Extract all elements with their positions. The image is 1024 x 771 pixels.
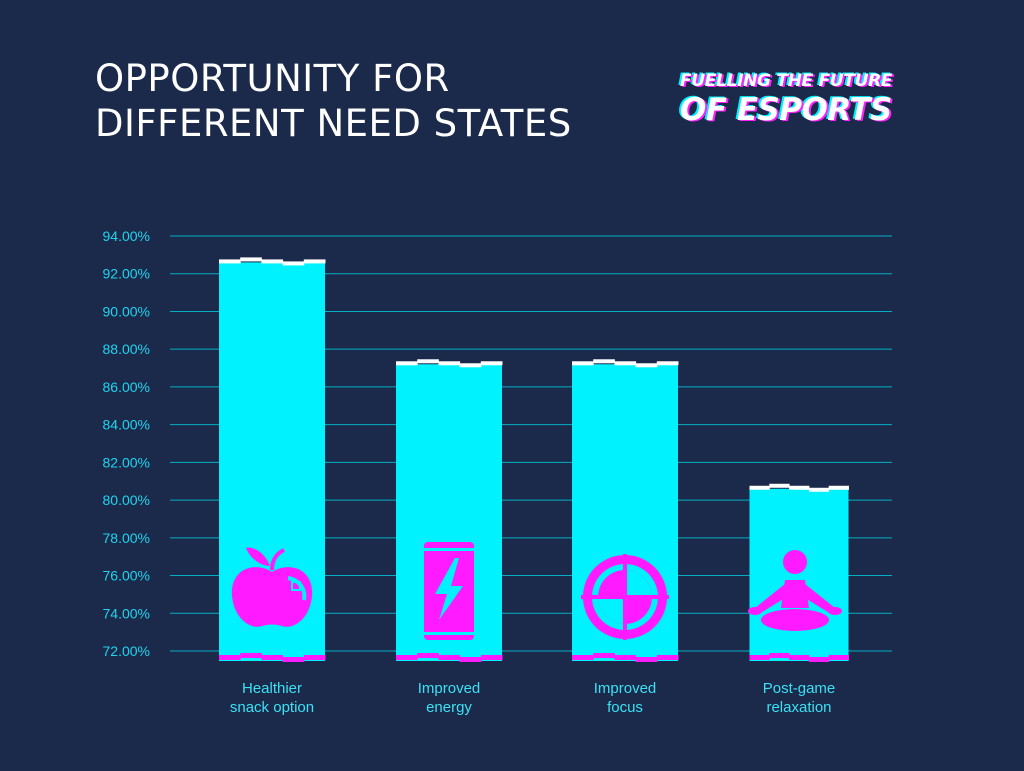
target-icon [581, 554, 669, 640]
bar-bottom-edge [219, 655, 241, 660]
bar-bottom-edge [417, 653, 439, 658]
bar-bottom-edge [572, 655, 594, 660]
bar-top-edge [261, 259, 284, 264]
x-category-label: Improved [594, 680, 657, 697]
bar-bottom-edge [789, 655, 810, 660]
bar-top-edge [789, 485, 810, 490]
x-category-label: focus [607, 699, 643, 716]
brand-logo: FUELLING THE FUTURE OF ESPORTS [680, 70, 893, 128]
meditation-icon [748, 550, 842, 631]
y-tick-label: 78.00% [103, 530, 150, 546]
apple-icon [231, 547, 313, 627]
y-tick-label: 82.00% [103, 454, 150, 470]
bar-top-edge [635, 363, 658, 368]
bar-bottom-edge [593, 653, 615, 658]
bars [219, 257, 849, 662]
bar-top-edge [282, 261, 305, 266]
x-category-label: Improved [418, 680, 481, 697]
y-tick-label: 94.00% [103, 228, 150, 244]
y-tick-label: 76.00% [103, 568, 150, 584]
bar-top-edge [808, 487, 830, 492]
bar-bottom-edge [480, 655, 503, 660]
bar-top-edge [572, 361, 594, 366]
bar [748, 483, 849, 662]
x-category-label: Post-game [763, 680, 836, 697]
y-tick-label: 92.00% [103, 266, 150, 282]
x-category-label: Healthier [242, 680, 302, 697]
bar-bottom-edge [282, 657, 305, 662]
bar-top-edge [438, 361, 461, 366]
bar-top-edge [417, 359, 439, 364]
bar-bottom-edge [303, 655, 326, 660]
bar-bottom-edge [438, 655, 461, 660]
bar-top-edge [396, 361, 418, 366]
x-category-label: snack option [230, 699, 314, 716]
bar-top-edge [219, 259, 241, 264]
brand-line-2: OF ESPORTS [680, 92, 892, 128]
x-category-label: energy [426, 699, 472, 716]
bar-bottom-edge [828, 655, 849, 660]
bar-bottom-edge [396, 655, 418, 660]
bar-bottom-edge [261, 655, 284, 660]
bar-top-edge [749, 485, 770, 490]
bar-top-edge [240, 257, 262, 262]
y-tick-label: 88.00% [103, 341, 150, 357]
energy-can-icon [424, 542, 474, 640]
bar-top-edge [593, 359, 615, 364]
bar [219, 257, 326, 662]
bar-bottom-edge [749, 655, 770, 660]
y-tick-label: 74.00% [103, 605, 150, 621]
brand-line-1: FUELLING THE FUTURE [680, 71, 893, 91]
y-tick-label: 72.00% [103, 643, 150, 659]
bar [396, 359, 503, 662]
bar-top-edge [480, 361, 503, 366]
bar-top-edge [769, 483, 790, 488]
y-tick-label: 84.00% [103, 417, 150, 433]
bar [572, 359, 679, 662]
bar-bottom-edge [240, 653, 262, 658]
bar-body [749, 488, 849, 661]
y-tick-label: 80.00% [103, 492, 150, 508]
y-axis-ticks: 94.00% 92.00% 90.00% 88.00% 86.00% 84.00% 82.0… [103, 228, 150, 659]
y-tick-label: 86.00% [103, 379, 150, 395]
bar-top-edge [303, 259, 326, 264]
x-category-label: relaxation [766, 699, 831, 716]
bar-bottom-edge [614, 655, 637, 660]
bar-bottom-edge [769, 653, 790, 658]
bar-bottom-edge [808, 657, 830, 662]
bar-bottom-edge [635, 657, 658, 662]
y-tick-label: 90.00% [103, 303, 150, 319]
bar-bottom-edge [459, 657, 482, 662]
bar-top-edge [656, 361, 679, 366]
bar-top-edge [614, 361, 637, 366]
bar-bottom-edge [656, 655, 679, 660]
chart-title-line-1: OPPORTUNITY FOR [95, 57, 450, 100]
chart-title-line-2: DIFFERENT NEED STATES [95, 102, 572, 145]
chart-title: OPPORTUNITY FOR DIFFERENT NEED STATES [95, 56, 572, 146]
bar-top-edge [459, 363, 482, 368]
bar-top-edge [828, 485, 849, 490]
